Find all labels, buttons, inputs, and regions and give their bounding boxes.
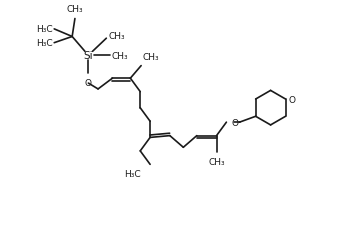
Text: CH₃: CH₃	[143, 52, 159, 62]
Text: H₃C: H₃C	[124, 170, 141, 178]
Text: O: O	[232, 118, 239, 127]
Text: H₃C: H₃C	[36, 39, 53, 48]
Text: CH₃: CH₃	[208, 157, 225, 166]
Text: O: O	[85, 79, 92, 88]
Text: CH₃: CH₃	[108, 32, 125, 41]
Text: O: O	[288, 95, 295, 104]
Text: H₃C: H₃C	[36, 25, 53, 34]
Text: CH₃: CH₃	[66, 5, 83, 14]
Text: CH₃: CH₃	[111, 52, 128, 61]
Text: Si: Si	[84, 51, 93, 61]
